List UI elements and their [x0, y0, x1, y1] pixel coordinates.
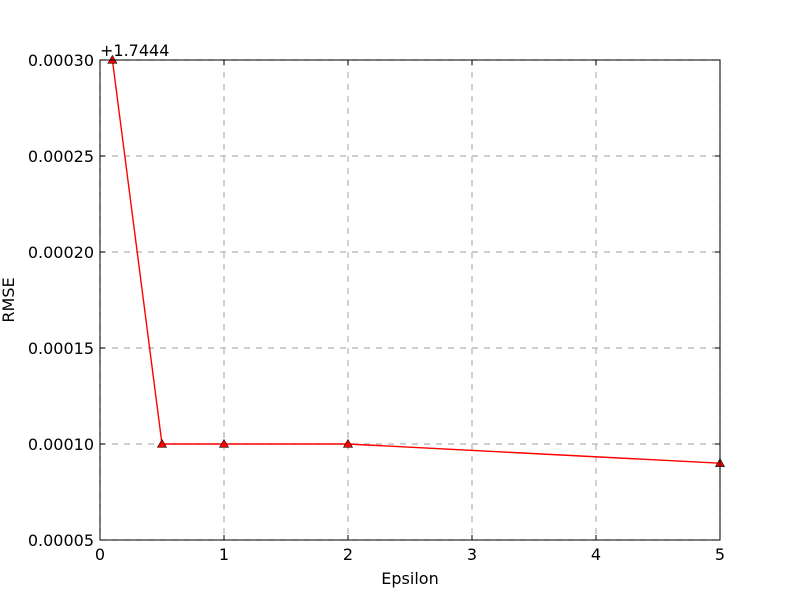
x-tick-label: 1 — [219, 545, 229, 564]
x-tick-label: 5 — [715, 545, 725, 564]
y-axis-label: RMSE — [0, 277, 18, 322]
y-tick-label: 0.00030 — [28, 51, 94, 70]
y-tick-label: 0.00025 — [28, 147, 94, 166]
x-tick-label: 3 — [467, 545, 477, 564]
axis-ticks: 0 1 2 3 4 5 0.00030 0.00025 0.00020 0.00015 0.0001… — [28, 51, 725, 564]
data-point — [107, 54, 118, 64]
data-point — [218, 438, 230, 448]
plot-frame — [99, 59, 721, 541]
x-tick-label: 0 — [95, 545, 105, 564]
y-tick-label: 0.00020 — [28, 243, 94, 262]
y-tick-label: 0.00010 — [28, 435, 94, 454]
x-tick-label: 2 — [343, 545, 353, 564]
y-tick-label: 0.00015 — [28, 339, 94, 358]
data-point — [156, 438, 168, 448]
y-tick-label: 0.00005 — [28, 531, 94, 550]
x-tick-label: 4 — [591, 545, 601, 564]
data-point — [342, 438, 354, 448]
y-offset-label: +1.7444 — [100, 41, 169, 60]
data-series — [107, 54, 726, 467]
x-axis-label: Epsilon — [381, 569, 438, 588]
